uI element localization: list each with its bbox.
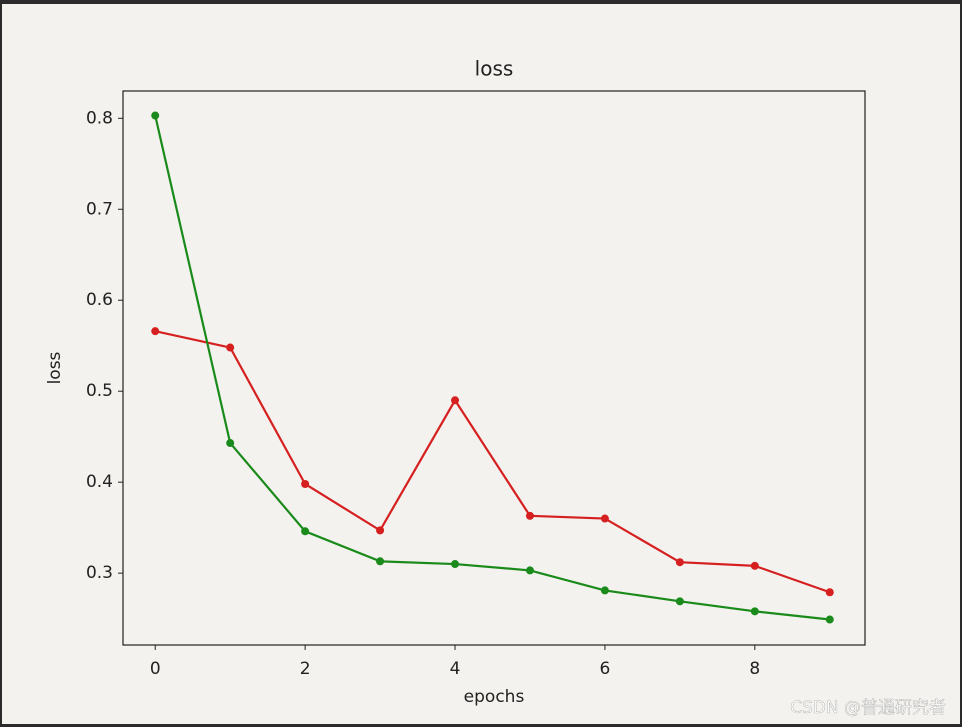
point <box>600 586 609 595</box>
line <box>154 115 830 621</box>
y-axis-label: loss <box>45 351 65 384</box>
point <box>825 615 834 624</box>
x-tick-label: 4 <box>450 659 461 679</box>
point <box>451 560 460 569</box>
point <box>151 111 160 120</box>
background <box>2 4 960 724</box>
point <box>226 343 235 352</box>
point <box>675 597 684 606</box>
point <box>600 514 609 523</box>
y-tick-label: 0.5 <box>86 381 113 401</box>
point <box>825 588 834 597</box>
point <box>151 327 160 336</box>
x-tick-label: 2 <box>300 659 311 679</box>
y-tick-label: 0.3 <box>86 563 113 583</box>
point <box>451 396 460 405</box>
x-axis-label: epochs <box>464 687 525 707</box>
point <box>376 557 385 566</box>
y-tick-label: 0.7 <box>86 199 113 219</box>
point <box>376 526 385 535</box>
point <box>226 439 235 448</box>
x-tick-label: 0 <box>150 659 161 679</box>
line <box>154 330 831 594</box>
x-tick-label: 8 <box>749 659 760 679</box>
point <box>525 566 534 575</box>
point <box>675 558 684 567</box>
watermark: CSDN @普通研究者 <box>790 698 946 718</box>
point <box>750 561 759 570</box>
point <box>525 511 534 520</box>
y-tick-label: 0.8 <box>86 108 113 128</box>
point <box>301 527 310 536</box>
chart-title: loss <box>475 57 514 81</box>
point <box>301 479 310 488</box>
y-tick-label: 0.6 <box>86 290 113 310</box>
plot-frame <box>122 90 866 646</box>
x-tick-label: 6 <box>600 659 611 679</box>
point <box>750 607 759 616</box>
y-tick-label: 0.4 <box>86 472 113 492</box>
